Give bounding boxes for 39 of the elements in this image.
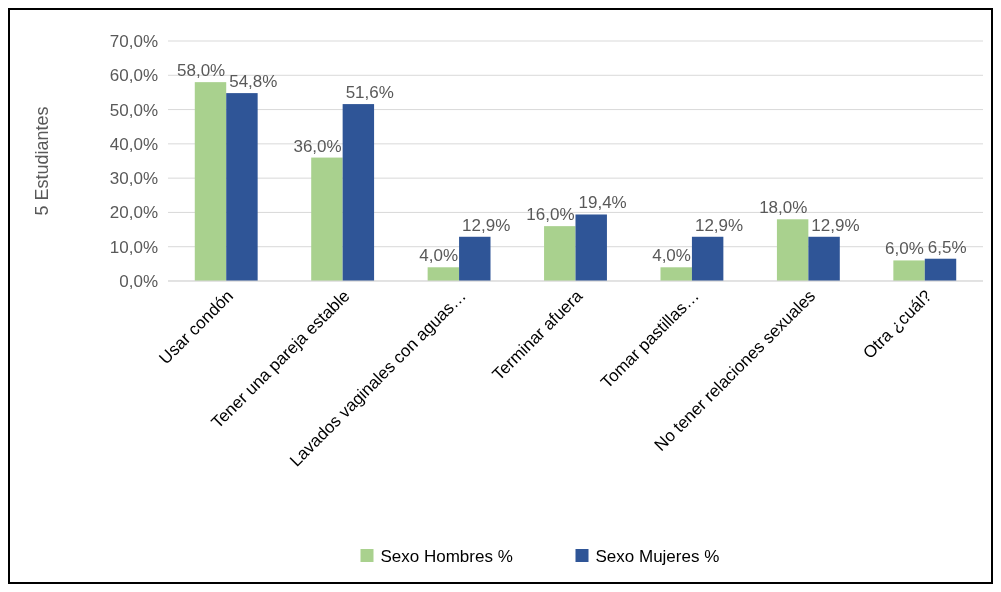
- legend-label: Sexo Mujeres %: [595, 546, 720, 566]
- bar: [575, 214, 607, 281]
- bar: [311, 157, 343, 281]
- bar: [691, 236, 724, 281]
- bar: [459, 236, 491, 281]
- data-label: 12,9%: [694, 215, 744, 235]
- legend-label: Sexo Hombres %: [380, 546, 513, 566]
- bar: [427, 267, 460, 281]
- bar: [776, 219, 809, 281]
- y-tick-label: 10,0%: [109, 237, 158, 257]
- bar: [893, 260, 925, 281]
- bar: [342, 104, 375, 281]
- data-label: 51,6%: [345, 83, 394, 103]
- bar: [226, 93, 258, 281]
- bar: [544, 226, 576, 281]
- y-tick-label: 0,0%: [119, 271, 158, 291]
- bar: [660, 267, 692, 281]
- data-label: 4,0%: [419, 246, 459, 266]
- data-label: 58,0%: [177, 61, 226, 81]
- y-tick-label: 40,0%: [109, 134, 158, 154]
- y-tick-label: 50,0%: [109, 100, 158, 120]
- data-label: 6,5%: [927, 237, 967, 257]
- data-label: 18,0%: [759, 198, 808, 218]
- y-tick-label: 70,0%: [109, 31, 158, 51]
- y-tick-label: 30,0%: [109, 169, 158, 189]
- bar: [194, 82, 227, 281]
- data-label: 4,0%: [652, 246, 691, 266]
- y-axis-title: 5 Estudiantes: [32, 106, 52, 216]
- data-label: 19,4%: [578, 193, 627, 213]
- data-label: 16,0%: [526, 205, 575, 225]
- data-label: 12,9%: [811, 215, 860, 235]
- y-tick-label: 60,0%: [109, 66, 158, 86]
- y-tick-label: 20,0%: [109, 203, 158, 223]
- data-label: 6,0%: [885, 239, 924, 259]
- data-label: 54,8%: [229, 72, 278, 92]
- data-label: 12,9%: [462, 215, 511, 235]
- data-label: 36,0%: [293, 136, 342, 156]
- bar: [808, 236, 840, 281]
- bar: [924, 258, 957, 281]
